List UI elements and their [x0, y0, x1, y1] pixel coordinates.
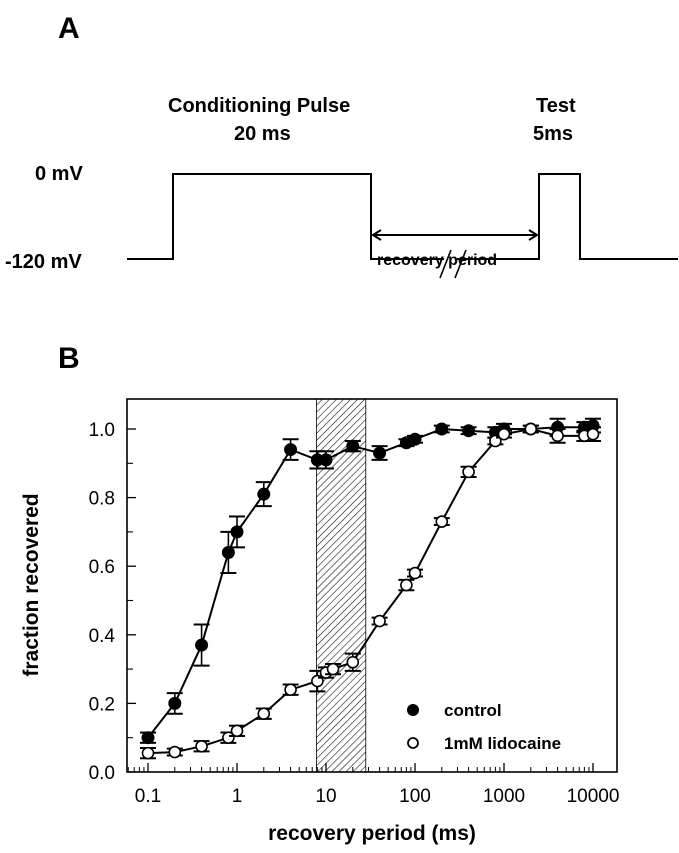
legend: control 1mM lidocaine [407, 701, 561, 753]
panel-b-label: B [58, 342, 80, 375]
axis-break-mark [454, 249, 467, 279]
data-point [257, 487, 271, 501]
conditioning-pulse-title: Conditioning Pulse [168, 95, 350, 117]
legend-label-control: control [444, 701, 502, 720]
conditioning-pulse-duration: 20 ms [234, 123, 291, 145]
test-pulse-title: Test [536, 95, 576, 117]
y-tick-label: 0.2 [89, 694, 115, 715]
data-point [408, 432, 422, 446]
data-point [141, 746, 155, 760]
data-point [230, 525, 244, 539]
data-point [346, 439, 360, 453]
data-point [346, 655, 360, 669]
series-line [147, 427, 594, 755]
series-lidocaine [140, 422, 601, 760]
data-point [326, 662, 340, 676]
data-point [497, 427, 511, 441]
data-point [221, 545, 235, 559]
plot-frame [126, 398, 618, 773]
series-control [140, 417, 601, 745]
series-line [147, 424, 594, 739]
data-point [230, 724, 244, 738]
data-point [284, 683, 297, 696]
data-point [400, 578, 413, 592]
data-point [195, 739, 208, 753]
holding-level-low-label: -120 mV [5, 251, 82, 273]
data-point [195, 638, 209, 652]
data-point [435, 422, 449, 436]
panel-a-label: A [58, 12, 80, 45]
voltage-trace-after-break [457, 173, 678, 260]
x-tick-label: 1000 [483, 786, 525, 807]
data-point [551, 429, 564, 443]
y-axis-label: fraction recovered [20, 493, 43, 676]
data-point [284, 443, 298, 457]
data-point [141, 731, 155, 745]
y-tick-label: 1.0 [89, 420, 115, 441]
x-axis-label: recovery period (ms) [268, 822, 476, 845]
x-tick-label: 0.1 [135, 786, 161, 807]
data-point [435, 515, 449, 528]
x-tick-label: 10000 [567, 786, 620, 807]
x-tick-label: 100 [399, 786, 431, 807]
arrowhead-right [528, 229, 539, 241]
data-point [373, 614, 386, 628]
data-point [257, 707, 271, 720]
panel-a-protocol-diagram: A Conditioning Pulse 20 ms Test 5ms 0 mV… [5, 12, 678, 279]
data-point [222, 731, 235, 745]
data-point [586, 427, 600, 441]
y-axis: 0.0 0.2 0.4 0.6 0.8 1.0 [89, 420, 136, 784]
y-tick-label: 0.0 [89, 763, 115, 784]
legend-label-lidocaine: 1mM lidocaine [444, 734, 561, 753]
y-tick-label: 0.6 [89, 557, 115, 578]
recovery-interval-label: recovery period [377, 252, 497, 269]
data-point [168, 745, 182, 759]
data-point [524, 422, 538, 436]
x-tick-label: 10 [315, 786, 336, 807]
y-tick-label: 0.8 [89, 489, 115, 510]
data-point [462, 424, 476, 438]
legend-marker-control [407, 704, 419, 716]
legend-marker-lidocaine [407, 737, 419, 749]
data-point [168, 696, 182, 710]
data-point [462, 465, 475, 479]
panel-b-chart: B 0.00.20.40.60.81.0 0.1 1 10 100 1000 10000 … [20, 342, 619, 845]
data-point [408, 566, 422, 580]
voltage-trace-before-break [127, 173, 444, 260]
test-pulse-duration: 5ms [533, 123, 573, 145]
axis-break-mark [439, 249, 452, 279]
y-tick-label: 0.4 [89, 626, 116, 647]
holding-level-high-label: 0 mV [35, 163, 83, 185]
arrowhead-left [371, 229, 382, 241]
data-point [319, 453, 333, 467]
data-point [373, 446, 387, 460]
series-layer [140, 417, 601, 760]
x-axis: 0.1 1 10 100 1000 10000 [127, 763, 620, 807]
x-tick-label: 1 [232, 786, 243, 807]
